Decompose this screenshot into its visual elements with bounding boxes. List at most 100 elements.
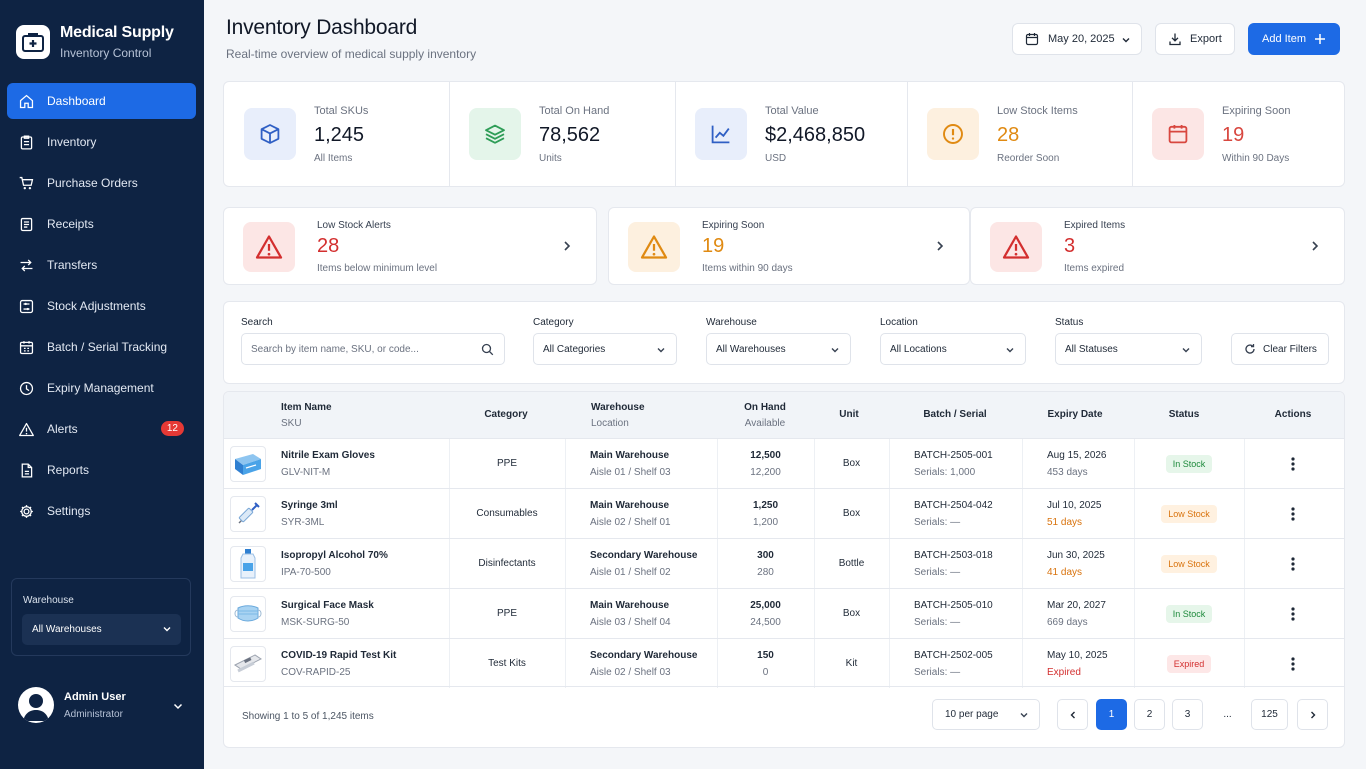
page-button-125[interactable]: 125 [1251,699,1288,730]
gear-icon [17,502,35,520]
category-value: All Categories [543,343,606,355]
location-select[interactable]: All Locations [880,333,1026,365]
page-button-3[interactable]: 3 [1172,699,1203,730]
date-picker-button[interactable]: May 20, 2025 [1012,23,1142,55]
category-select[interactable]: All Categories [533,333,677,365]
item-name[interactable]: Surgical Face Mask [281,599,374,611]
clear-filters-button[interactable]: Clear Filters [1231,333,1329,365]
warehouse-select[interactable]: All Warehouses [706,333,851,365]
col-expiry-date[interactable]: Expiry Date [1047,409,1103,420]
calendar-icon [1025,32,1039,46]
page-button-2[interactable]: 2 [1134,699,1165,730]
user-menu[interactable]: Admin User Administrator [18,687,188,723]
add-item-label: Add Item [1262,33,1307,45]
sidebar-item-dashboard[interactable]: Dashboard [7,83,196,119]
clipboard-icon [17,133,35,151]
sidebar-item-receipts[interactable]: Receipts [7,206,196,242]
table-row[interactable]: Nitrile Exam Gloves GLV-NIT-M PPE Main Ware… [224,438,1344,488]
more-actions-icon[interactable] [1290,456,1296,472]
cart-icon [17,174,35,192]
col-on-hand[interactable]: On Hand Available [744,402,786,429]
on-hand-cell: 150 0 [757,649,774,678]
chevron-right-icon [1310,240,1320,252]
refresh-icon [1244,343,1256,355]
kpi-card-low-stock-items: Low Stock Items 28 Reorder Soon [907,82,1132,186]
col-category[interactable]: Category [484,409,528,420]
syringe-icon [230,496,266,532]
col-warehouse[interactable]: Warehouse Location [591,402,645,429]
more-actions-icon[interactable] [1290,556,1296,572]
item-sku: SYR-3ML [281,516,325,528]
sidebar-warehouse-value: All Warehouses [32,624,102,635]
sidebar-item-alerts[interactable]: Alerts 12 [7,411,196,447]
kpi-value: 28 [997,124,1020,146]
col-status[interactable]: Status [1168,409,1200,420]
layers-icon [469,108,521,160]
col-batch-serial[interactable]: Batch / Serial [923,409,987,420]
sidebar-item-settings[interactable]: Settings [7,493,196,529]
sidebar-item-stock-adjustments[interactable]: Stock Adjustments [7,288,196,324]
sidebar-item-label: Expiry Management [47,381,154,395]
table-header: Item Name SKU Category Warehouse Location … [224,392,1344,438]
sidebar-item-transfers[interactable]: Transfers [7,247,196,283]
chart-line-icon [695,108,747,160]
category-cell: Test Kits [488,658,526,669]
brand: Medical Supply Inventory Control [16,24,174,60]
table-row[interactable]: Surgical Face Mask MSK-SURG-50 PPE Main War… [224,588,1344,638]
alert-card-expiring-soon[interactable]: Expiring Soon 19 Items within 90 days [608,207,970,285]
alert-card-expired-items[interactable]: Expired Items 3 Items expired [970,207,1345,285]
chevron-left-icon [1068,710,1078,720]
alert-circle-icon [927,108,979,160]
kpi-card-total-skus: Total SKUs 1,245 All Items [224,82,449,186]
status-cell: Low Stock [1134,539,1244,588]
sidebar-item-reports[interactable]: Reports [7,452,196,488]
page-button-1[interactable]: 1 [1096,699,1127,730]
sidebar-item-label: Alerts [47,422,78,436]
kpi-label: Total SKUs [314,105,369,117]
category-cell: PPE [496,458,517,469]
more-actions-icon[interactable] [1290,656,1296,672]
table-row[interactable]: Isopropyl Alcohol 70% IPA-70-500 Disinfect… [224,538,1344,588]
item-name[interactable]: Isopropyl Alcohol 70% [281,549,388,561]
kpi-subtext: All Items [314,153,353,164]
sidebar-item-purchase-orders[interactable]: Purchase Orders [7,165,196,201]
batch-cell: BATCH-2502-005 Serials: — [914,649,993,678]
sidebar-item-batch-serial-tracking[interactable]: Batch / Serial Tracking [7,329,196,365]
add-item-button[interactable]: Add Item [1248,23,1340,55]
col-unit[interactable]: Unit [839,409,859,420]
warning-icon [990,222,1042,272]
sidebar-item-expiry-management[interactable]: Expiry Management [7,370,196,406]
kpi-card-expiring-soon: Expiring Soon 19 Within 90 Days [1132,82,1344,186]
chevron-right-icon [562,240,572,252]
alert-card-low-stock-alerts[interactable]: Low Stock Alerts 28 Items below minimum le… [223,207,597,285]
kpi-card-total-on-hand: Total On Hand 78,562 Units [449,82,675,186]
search-input[interactable]: Search by item name, SKU, or code... [241,333,505,365]
sidebar-warehouse-select[interactable]: All Warehouses [22,614,181,645]
col-item-name[interactable]: Item Name SKU [281,402,332,429]
item-name[interactable]: Syringe 3ml [281,499,338,511]
status-cell: In Stock [1134,439,1244,488]
status-label: Status [1055,317,1084,328]
table-row[interactable]: Syringe 3ml SYR-3ML Consumables Main Wareho… [224,488,1344,538]
page-subtitle: Real-time overview of medical supply inv… [226,47,477,61]
prev-page-button[interactable] [1057,699,1088,730]
status-select[interactable]: All Statuses [1055,333,1202,365]
status-value: All Statuses [1065,343,1118,355]
table-row[interactable]: COVID-19 Rapid Test Kit COV-RAPID-25 Test … [224,638,1344,688]
item-cell: Isopropyl Alcohol 70% IPA-70-500 [281,539,446,588]
unit-cell: Box [842,508,861,519]
chevron-down-icon [172,700,184,712]
more-actions-icon[interactable] [1290,606,1296,622]
kpi-label: Expiring Soon [1222,105,1291,117]
per-page-select[interactable]: 10 per page [932,699,1040,730]
more-actions-icon[interactable] [1290,506,1296,522]
next-page-button[interactable] [1297,699,1328,730]
expiry-cell: Jun 30, 2025 41 days [1047,549,1105,578]
item-name[interactable]: COVID-19 Rapid Test Kit [281,649,397,661]
expiry-cell: Mar 20, 2027 669 days [1047,599,1106,628]
item-name[interactable]: Nitrile Exam Gloves [281,449,375,461]
export-button[interactable]: Export [1155,23,1235,55]
sidebar-item-inventory[interactable]: Inventory [7,124,196,160]
chevron-down-icon [162,624,172,634]
status-cell: In Stock [1134,589,1244,638]
